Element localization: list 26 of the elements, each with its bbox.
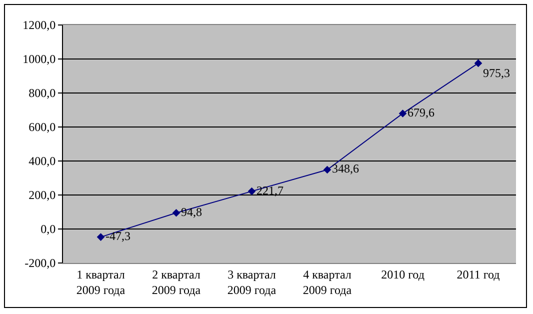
y-tick-label: 1000,0	[22, 52, 56, 66]
data-label: 348,6	[332, 162, 359, 176]
data-label: 94,8	[181, 204, 202, 219]
x-tick-label: 4 квартал 2009 года	[302, 267, 352, 297]
data-label: 975,3	[483, 66, 510, 80]
data-label: 221,7	[256, 183, 284, 198]
y-tick-label: -200,0	[24, 256, 56, 270]
point	[172, 208, 180, 217]
x-tick-label: 2011 год	[456, 267, 500, 282]
y-tick-label: 1200,0	[22, 18, 56, 32]
y-tick-label: 800,0	[28, 86, 56, 100]
y-tick-label: 400,0	[28, 154, 56, 168]
x-tick-label: 1 квартал 2009 года	[76, 267, 126, 297]
y-tick-label: 0,0	[40, 222, 56, 236]
data-label: -47,3	[106, 229, 130, 244]
data-label: 679,6	[408, 105, 434, 120]
y-tick-label: 200,0	[28, 188, 56, 202]
x-tick-label: 2010 год	[381, 267, 424, 282]
point	[248, 187, 256, 196]
point	[398, 110, 407, 118]
x-tick-label: 3 квартал 2009 года	[227, 267, 277, 297]
point	[96, 233, 105, 241]
point	[474, 59, 482, 68]
x-tick-label: 2 квартал 2009 года	[152, 267, 202, 297]
point	[323, 166, 332, 174]
y-tick-label: 600,0	[28, 120, 56, 134]
